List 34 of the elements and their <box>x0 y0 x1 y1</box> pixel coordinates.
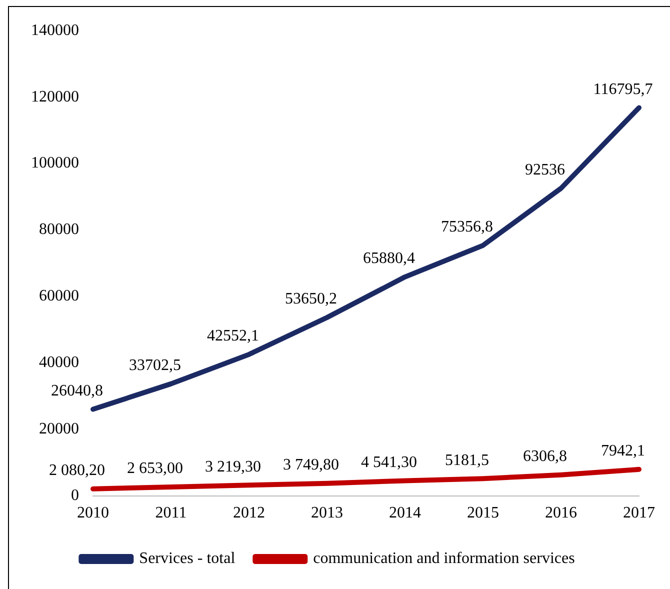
x-tick-label: 2010 <box>77 504 109 522</box>
data-label: 65880,4 <box>363 250 415 268</box>
data-label: 116795,7 <box>593 80 653 98</box>
y-tick-label: 120000 <box>31 88 79 106</box>
data-label: 2 653,00 <box>127 460 183 478</box>
legend-label: Services - total <box>139 550 236 568</box>
data-label: 3 749,80 <box>283 456 339 474</box>
x-tick-label: 2014 <box>389 504 421 522</box>
data-label: 33702,5 <box>129 357 181 374</box>
data-label: 7942,1 <box>601 442 645 460</box>
y-tick-label: 80000 <box>39 221 79 238</box>
x-tick-label: 2015 <box>467 504 499 522</box>
x-tick-label: 2013 <box>311 504 343 522</box>
data-label: 26040,8 <box>51 382 103 400</box>
y-tick-label: 100000 <box>31 154 79 172</box>
y-tick-label: 60000 <box>39 288 79 305</box>
x-tick-label: 2016 <box>545 504 577 522</box>
x-tick-label: 2012 <box>233 504 265 522</box>
y-tick-label: 140000 <box>31 22 79 39</box>
x-tick-label: 2017 <box>623 504 655 522</box>
data-label: 92536 <box>525 162 565 179</box>
data-label: 42552,1 <box>207 328 259 345</box>
data-label: 5181,5 <box>445 452 489 469</box>
data-label: 75356,8 <box>441 218 493 236</box>
data-label: 2 080,20 <box>49 462 105 480</box>
data-label: 53650,2 <box>285 290 337 308</box>
data-label: 6306,8 <box>523 448 567 466</box>
y-tick-label: 20000 <box>39 420 79 438</box>
data-label: 3 219,30 <box>205 458 261 476</box>
y-tick-label: 40000 <box>39 354 79 372</box>
legend-label: communication and information services <box>313 550 575 568</box>
y-tick-label: 0 <box>71 487 79 504</box>
x-tick-label: 2011 <box>155 504 187 522</box>
data-label: 4 541,30 <box>361 454 417 471</box>
